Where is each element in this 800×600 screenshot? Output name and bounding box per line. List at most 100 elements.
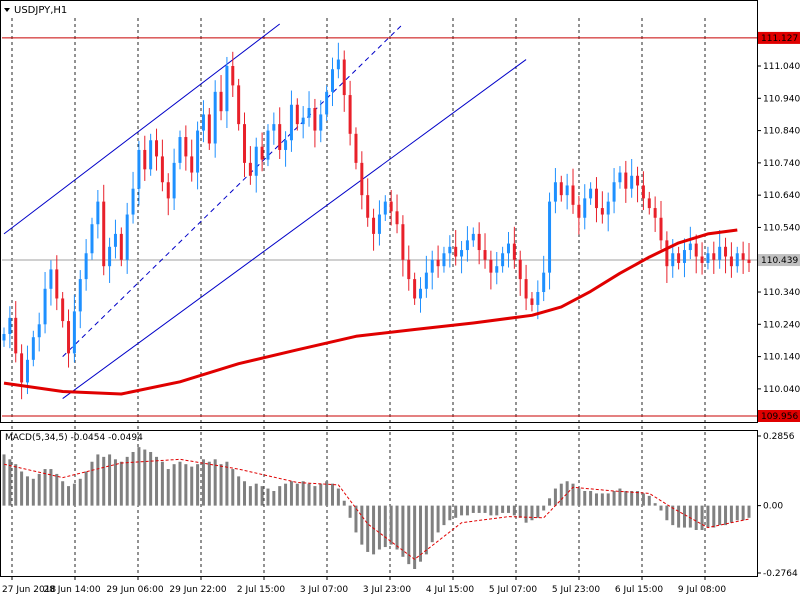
macd-bar <box>671 505 675 526</box>
macd-bar <box>677 505 681 528</box>
macd-panel <box>2 447 751 570</box>
bull-candle <box>72 311 76 354</box>
price-tag-box <box>758 410 800 422</box>
bear-candle <box>653 208 657 218</box>
bull-candle <box>113 233 117 247</box>
bear-candle <box>160 156 164 183</box>
macd-bar <box>741 505 745 521</box>
bear-candle <box>342 59 346 96</box>
macd-bar <box>313 486 317 506</box>
macd-bar <box>213 459 217 506</box>
bull-candle <box>565 185 569 196</box>
bull-candle <box>448 246 452 254</box>
symbol-title: USDJPY,H1 <box>14 5 67 16</box>
macd-bar <box>301 481 305 506</box>
bear-candle <box>659 217 663 241</box>
bull-candle <box>501 253 505 267</box>
macd-bar <box>207 461 211 506</box>
bear-candle <box>518 259 522 280</box>
dropdown-triangle-icon[interactable] <box>4 8 10 12</box>
bull-candle <box>49 269 53 289</box>
macd-bar <box>506 505 510 513</box>
bull-candle <box>471 233 475 241</box>
bear-candle <box>694 243 698 257</box>
bull-candle <box>442 253 446 267</box>
macd-bar <box>436 505 440 533</box>
macd-signal-line <box>3 458 750 560</box>
macd-y-tick-label: -0.2764 <box>763 569 798 579</box>
bear-candle <box>372 217 376 234</box>
macd-bar <box>243 481 247 506</box>
macd-bar <box>331 483 335 506</box>
bear-candle <box>243 124 247 163</box>
macd-bar <box>348 505 352 518</box>
channel-line <box>62 59 527 399</box>
macd-bar <box>606 493 610 506</box>
macd-bar <box>8 459 12 506</box>
bear-candle <box>436 259 440 267</box>
macd-bar <box>178 461 182 506</box>
bull-candle <box>284 140 288 150</box>
macd-bar <box>653 503 657 506</box>
bull-candle <box>424 272 428 289</box>
x-tick-label: 29 Jun 22:00 <box>169 585 226 595</box>
bull-candle <box>43 288 47 325</box>
bear-candle <box>389 201 393 212</box>
x-tick-label: 27 Jun 2018 <box>2 585 56 595</box>
macd-bar <box>518 505 522 518</box>
bear-candle <box>524 279 528 299</box>
channel-line <box>62 23 404 357</box>
bull-candle <box>84 253 88 280</box>
macd-bar <box>512 505 516 516</box>
bear-candle <box>278 124 282 150</box>
macd-bar <box>96 454 100 506</box>
macd-bar <box>2 454 6 506</box>
bear-candle <box>600 208 604 215</box>
macd-bar <box>706 505 710 528</box>
macd-bar <box>113 459 117 506</box>
macd-bar <box>90 461 94 506</box>
bear-candle <box>14 317 18 354</box>
macd-bar <box>747 505 751 518</box>
macd-bar <box>589 490 593 506</box>
macd-panel-frame <box>0 430 758 577</box>
bull-candle <box>90 224 94 254</box>
bull-candle <box>137 149 141 189</box>
bull-candle <box>266 130 270 160</box>
bull-candle <box>272 124 276 131</box>
macd-bar <box>25 476 29 506</box>
bull-candle <box>583 198 587 218</box>
bull-candle <box>331 69 335 92</box>
bull-candle <box>319 114 323 131</box>
bull-candle <box>542 272 546 293</box>
macd-bar <box>548 498 552 506</box>
macd-bar <box>665 505 669 521</box>
bull-candle <box>336 59 340 70</box>
macd-bar <box>460 505 464 516</box>
price-tag-box <box>758 31 800 44</box>
macd-bar <box>495 505 499 516</box>
bear-candle <box>184 137 188 157</box>
macd-bar <box>477 505 481 513</box>
macd-bar <box>729 505 733 523</box>
macd-bar <box>143 449 147 506</box>
macd-bar <box>659 505 663 511</box>
bear-candle <box>20 353 24 383</box>
macd-bar <box>483 505 487 513</box>
macd-title: MACD(5,34,5) -0.0454 -0.0494 <box>5 433 143 443</box>
bear-candle <box>636 175 640 186</box>
bear-candle <box>219 91 223 112</box>
macd-bar <box>559 483 563 506</box>
macd-bar <box>190 466 194 506</box>
macd-bar <box>418 505 422 562</box>
macd-bar <box>724 505 728 526</box>
macd-bar <box>196 464 200 506</box>
macd-bar <box>536 505 540 518</box>
bull-candle <box>377 214 381 234</box>
x-tick-label: 4 Jul 15:00 <box>426 585 475 595</box>
bear-candle <box>712 253 716 260</box>
bear-candle <box>401 224 405 260</box>
macd-bar <box>618 488 622 506</box>
